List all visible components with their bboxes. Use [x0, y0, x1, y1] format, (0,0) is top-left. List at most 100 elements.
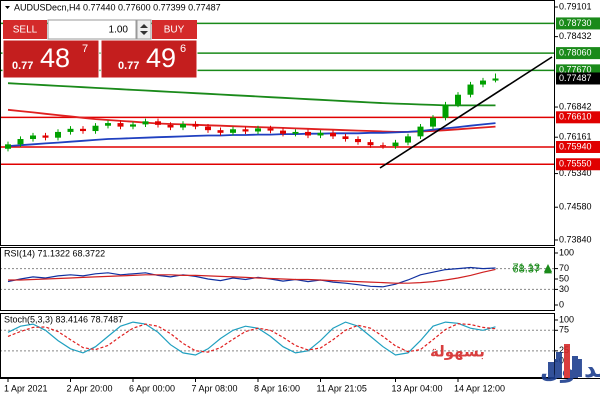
candle-body [380, 145, 386, 147]
candle-body [192, 123, 199, 127]
level-label-bg [556, 158, 600, 171]
volume-input[interactable] [47, 19, 137, 40]
sell-price-sup: 7 [82, 43, 88, 55]
candle-body [367, 142, 374, 146]
logo-bar [564, 344, 570, 378]
watermark: التداول بسهولة [430, 343, 600, 384]
sell-button[interactable] [3, 20, 47, 39]
level-label-bg [556, 47, 600, 60]
rsi-frame [0, 247, 555, 311]
value-label: 68.37 [512, 263, 540, 275]
stoch-frame [0, 313, 555, 378]
candle-body [130, 124, 136, 127]
header-arrow [5, 6, 10, 9]
candle-body [317, 132, 324, 136]
x-tick-label: 11 Apr 21:05 [317, 383, 367, 393]
candle-body [142, 121, 149, 125]
candle-body [292, 131, 299, 134]
candle-body [255, 128, 261, 132]
level-label: 0.77670 [559, 65, 592, 75]
candle-body [455, 94, 461, 105]
x-tick-label: 8 Apr 16:00 [254, 383, 300, 393]
candle-body [305, 131, 311, 136]
candle-body [5, 144, 11, 149]
candle-body [342, 136, 349, 140]
candle-body [30, 135, 36, 140]
x-tick-label: 1 Apr 2021 [4, 383, 48, 393]
logo-bar [556, 352, 562, 378]
candle-body [67, 128, 74, 132]
candle-body [492, 78, 499, 81]
last-price-label: 0.77487 [559, 73, 592, 83]
candle-body [55, 131, 61, 138]
y-tick-label: 0.79101 [559, 1, 592, 11]
buy-price-prefix: 0.77 [118, 60, 139, 72]
rsi-title: RSI(14) 71.1322 68.3722 [4, 248, 105, 258]
candle-body [217, 130, 224, 133]
chart-header: AUDUSDecn,H4 0.77440 0.77600 0.77399 0.7… [14, 2, 221, 12]
buy-price-box[interactable] [100, 39, 198, 79]
candle-body [230, 129, 236, 133]
value-label: 71.13 [512, 262, 540, 274]
level-label: 0.75940 [559, 141, 592, 151]
x-tick-label: 6 Apr 00:00 [129, 383, 175, 393]
candle-body [392, 142, 399, 147]
y-tick-label: 0 [559, 299, 564, 309]
candle-body [480, 80, 486, 85]
volume-value: 1.00 [109, 25, 129, 36]
logo-bar [548, 362, 554, 378]
indicator-line [7, 323, 496, 353]
level-label: 0.78060 [559, 47, 592, 57]
spinner-arrows [140, 24, 148, 35]
y-tick-label: 0.78432 [559, 31, 592, 41]
sell-price-box[interactable] [2, 39, 100, 79]
y-tick-label: 75 [559, 325, 569, 335]
candle-body [180, 123, 186, 128]
y-tick-label: 0.73840 [559, 234, 592, 244]
candle-body [267, 128, 274, 131]
y-tick-label: 0.76842 [559, 101, 592, 111]
main-frame [0, 0, 555, 246]
y-tick-label: 100 [559, 247, 574, 257]
indicator-line [7, 266, 496, 288]
sell-price-big: 48 [40, 43, 70, 73]
sell-price-prefix: 0.77 [12, 60, 33, 72]
level-label-bg [556, 17, 600, 30]
candle-body [80, 128, 86, 132]
level-label: 0.78730 [559, 18, 592, 28]
stoch-title: Stoch(5,3,3) 83.4146 78.7487 [4, 314, 123, 324]
buy-button[interactable] [152, 20, 197, 39]
volume-spinner[interactable] [136, 19, 152, 40]
candle-body [280, 130, 286, 134]
candle-body [117, 123, 124, 127]
last-price-bg [556, 72, 600, 85]
candle-body [17, 139, 24, 145]
y-tick-label: 30 [559, 284, 569, 294]
candle-body [417, 126, 424, 137]
y-tick-label: 0.75340 [559, 168, 592, 178]
candle-body [467, 84, 474, 95]
x-tick-label: 2 Apr 20:00 [67, 383, 113, 393]
candle-body [442, 104, 449, 118]
sell-label: SELL [13, 25, 38, 36]
candle-body [105, 123, 111, 126]
x-tick-label: 14 Apr 12:00 [454, 383, 505, 393]
buy-price-sup: 6 [180, 43, 186, 55]
candle-body [205, 126, 211, 131]
watermark-word2: بسهولة [430, 343, 485, 361]
buy-price-big: 49 [146, 43, 176, 73]
value-marker [544, 265, 552, 274]
y-tick-label: 0.74580 [559, 202, 592, 212]
trendline [379, 56, 553, 169]
y-tick-label: 50 [559, 273, 569, 283]
x-tick-label: 13 Apr 04:00 [392, 383, 443, 393]
candle-body [330, 132, 336, 137]
logo-bar [572, 356, 578, 378]
candle-body [242, 129, 249, 132]
candle-body [92, 125, 99, 132]
level-label-bg [556, 111, 600, 124]
candle-body [430, 117, 436, 127]
